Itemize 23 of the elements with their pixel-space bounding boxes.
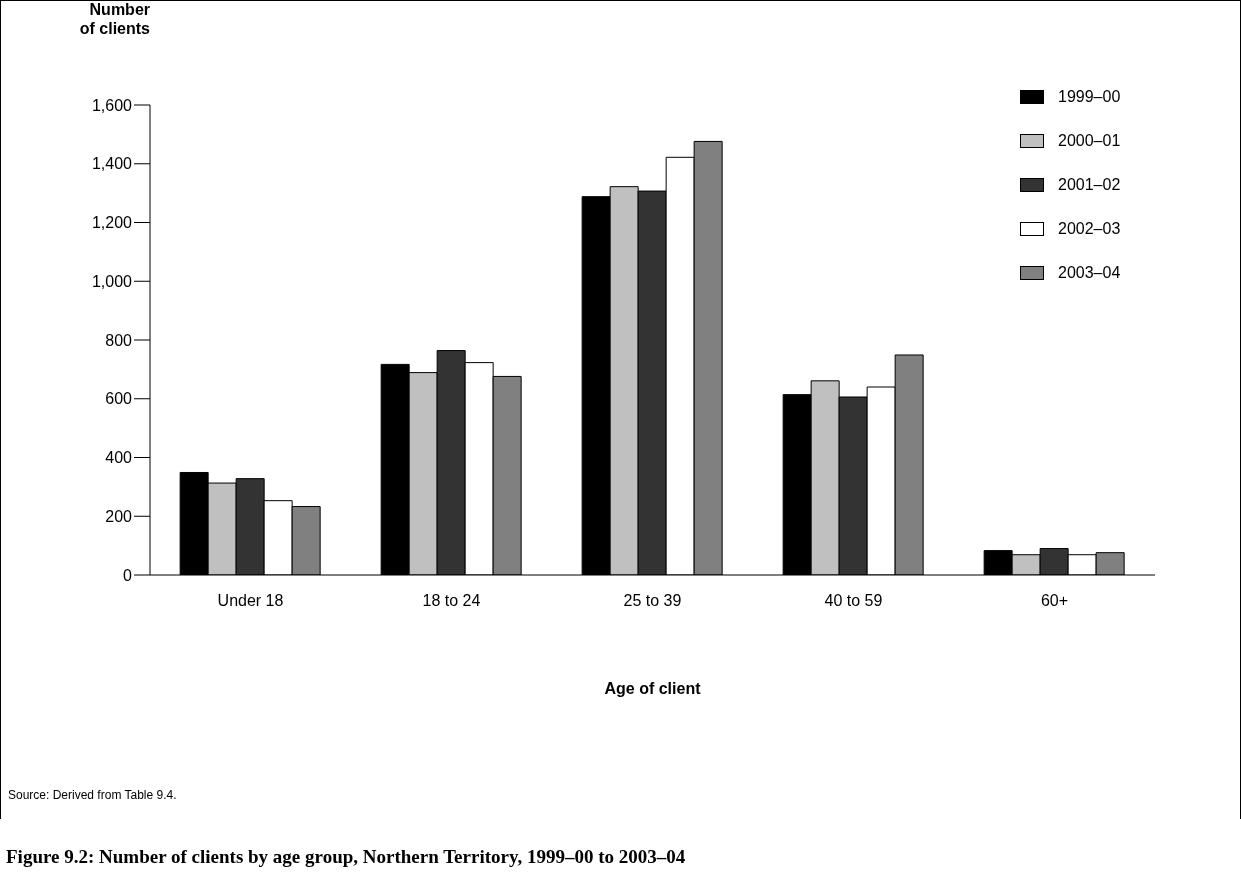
legend-label: 1999–00 (1058, 88, 1121, 106)
legend-label: 2000–01 (1058, 132, 1121, 150)
y-tick-label: 1,600 (91, 96, 133, 114)
y-axis-title: Number of clients (78, 0, 150, 38)
source-note: Source: Derived from Table 9.4. (8, 788, 177, 802)
y-tick-label: 600 (105, 390, 133, 408)
x-tick-label: 25 to 39 (623, 592, 682, 610)
x-tick-label: Under 18 (217, 592, 284, 610)
x-tick-label: 18 to 24 (422, 592, 481, 610)
x-axis-title: Age of client (603, 680, 702, 698)
text: Figure 9.2: Number of clients by age group, Northern Territory, 1999–00 to 2003–04 (6, 846, 686, 868)
legend-label: 2003–04 (1058, 264, 1121, 282)
y-tick-label: 400 (105, 449, 133, 467)
y-tick-label: 1,200 (91, 214, 133, 232)
x-tick-label: 60+ (1040, 592, 1069, 610)
x-tick-label: 40 to 59 (824, 592, 883, 610)
y-tick-label: 200 (105, 507, 133, 525)
y-tick-label: 0 (123, 566, 133, 584)
legend-label: 2002–03 (1058, 220, 1121, 238)
legend-label: 2001–02 (1058, 176, 1121, 194)
y-tick-label: 1,000 (91, 272, 133, 290)
y-tick-label: 800 (105, 331, 133, 349)
y-tick-label: 1,400 (91, 155, 133, 173)
